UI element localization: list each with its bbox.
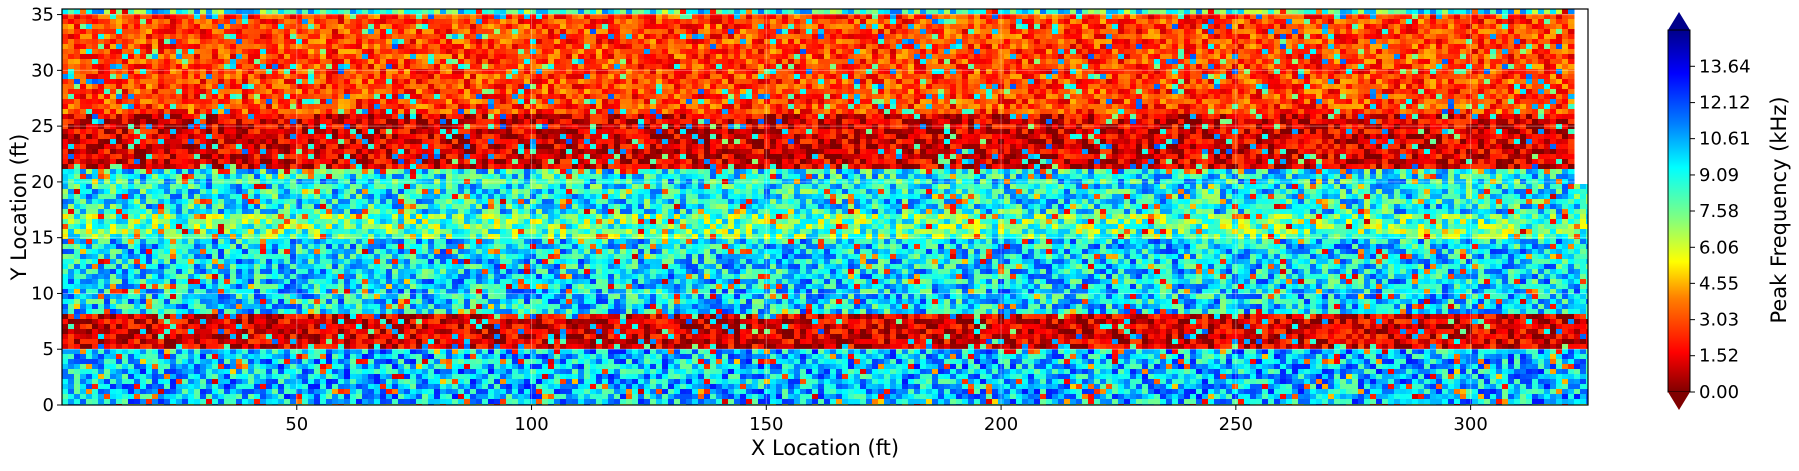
- y-tick-label: 0: [43, 395, 54, 416]
- colorbar: 0.00 1.52 3.03 4.55 6.06 7.58 9.09 10.61 12.12 13…: [1668, 12, 1791, 410]
- y-tick-label: 15: [31, 228, 54, 249]
- colorbar-tick-label: 10.61: [1699, 129, 1751, 150]
- y-tick-label: 25: [31, 116, 54, 137]
- x-tick-label: 150: [749, 414, 783, 435]
- colorbar-extend-max: [1668, 12, 1690, 30]
- y-tick-label: 35: [31, 5, 54, 26]
- colorbar-tick-label: 6.06: [1699, 237, 1739, 258]
- y-axis-title: Y Location (ft): [7, 134, 31, 282]
- colorbar-tick-label: 4.55: [1699, 273, 1739, 294]
- y-tick-label: 5: [43, 339, 54, 360]
- x-tick-label: 50: [285, 414, 308, 435]
- x-tick-label: 200: [984, 414, 1018, 435]
- x-axis-ticks: 50 100 150 200 250 300: [285, 405, 1487, 435]
- colorbar-ticks: 0.00 1.52 3.03 4.55 6.06 7.58 9.09 10.61 12.12 13…: [1690, 56, 1751, 403]
- colorbar-gradient: [1668, 30, 1690, 392]
- colorbar-extend-min: [1668, 392, 1690, 410]
- colorbar-tick-label: 1.52: [1699, 346, 1739, 367]
- colorbar-tick-label: 12.12: [1699, 93, 1751, 114]
- colorbar-tick-label: 7.58: [1699, 201, 1739, 222]
- colorbar-tick-label: 13.64: [1699, 56, 1751, 77]
- colorbar-tick-label: 9.09: [1699, 165, 1739, 186]
- y-tick-label: 30: [31, 60, 54, 81]
- colorbar-tick-label: 3.03: [1699, 310, 1739, 331]
- x-tick-label: 300: [1453, 414, 1487, 435]
- y-tick-label: 20: [31, 172, 54, 193]
- x-axis-title: X Location (ft): [751, 436, 899, 460]
- colorbar-label: Peak Frequency (kHz): [1767, 96, 1791, 323]
- y-tick-label: 10: [31, 283, 54, 304]
- y-axis-ticks: 0 5 10 15 20 25 30 35: [31, 5, 62, 416]
- x-tick-label: 250: [1219, 414, 1253, 435]
- x-tick-label: 100: [514, 414, 548, 435]
- colorbar-tick-label: 0.00: [1699, 382, 1739, 403]
